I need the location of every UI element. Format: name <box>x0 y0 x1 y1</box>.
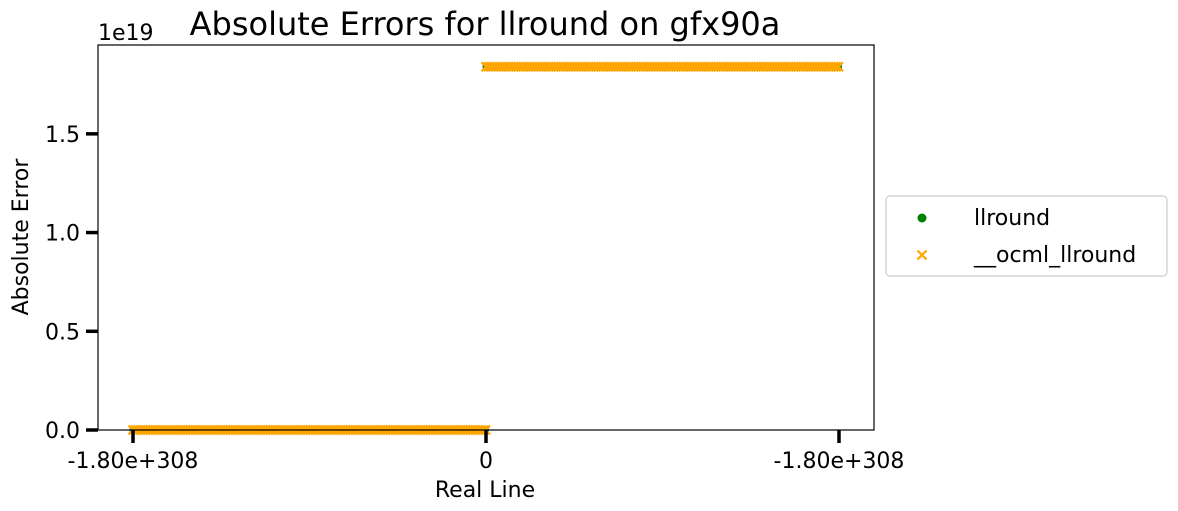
y-axis-label: Absolute Error <box>9 158 34 316</box>
y-tick-label: 0.0 <box>45 419 80 444</box>
data-point <box>830 61 842 72</box>
x-tick-label: 0 <box>479 449 493 474</box>
y-tick-label: 1.0 <box>45 222 80 247</box>
legend-marker-ocml-llround <box>916 249 928 261</box>
y-tick-label: 0.5 <box>45 320 80 345</box>
x-ticks: -1.80e+308 0 -1.80e+308 <box>68 430 905 474</box>
legend-label-ocml-llround: __ocml_llround <box>973 243 1136 268</box>
plot-frame <box>97 44 875 431</box>
x-tick-label: -1.80e+308 <box>774 449 905 474</box>
legend: llround __ocml_llround <box>885 195 1168 277</box>
data-point <box>833 61 844 72</box>
legend-marker-llround <box>917 213 927 223</box>
series-ocml-llround <box>127 61 844 436</box>
y-offset-label: 1e19 <box>98 21 154 46</box>
legend-box <box>885 195 1168 277</box>
y-tick-label: 1.5 <box>45 123 80 148</box>
series-llround <box>129 63 842 434</box>
y-ticks: 0.0 0.5 1.0 1.5 <box>45 123 98 444</box>
plot-data <box>127 61 844 436</box>
x-tick-label: -1.80e+308 <box>68 449 199 474</box>
legend-label-llround: llround <box>974 206 1050 231</box>
x-axis-label: Real Line <box>435 478 535 503</box>
chart-title: Absolute Errors for llround on gfx90a <box>190 5 781 43</box>
